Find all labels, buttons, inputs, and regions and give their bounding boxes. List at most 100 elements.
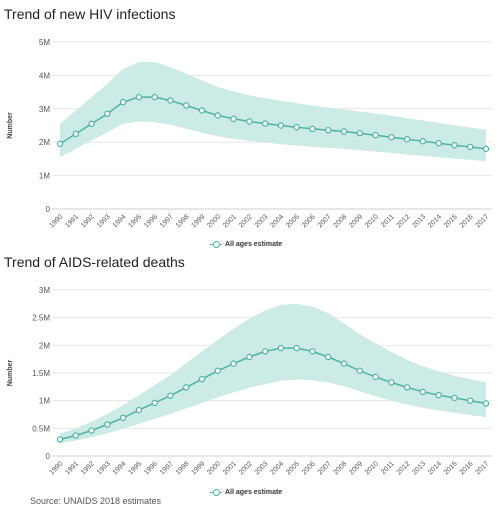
data-point bbox=[388, 379, 395, 386]
y-tick-label: 4M bbox=[39, 71, 50, 80]
x-tick-label: 2010 bbox=[364, 460, 380, 476]
data-point bbox=[104, 421, 111, 428]
data-point bbox=[56, 436, 64, 443]
data-point bbox=[151, 399, 158, 407]
data-point bbox=[293, 123, 300, 131]
data-point bbox=[451, 394, 458, 402]
x-tick-label: 2016 bbox=[459, 460, 475, 476]
data-point bbox=[135, 93, 143, 101]
x-tick-label: 2012 bbox=[396, 460, 412, 476]
data-point bbox=[167, 392, 174, 399]
data-point bbox=[403, 135, 411, 143]
data-point bbox=[340, 360, 348, 367]
x-tick-label: 1999 bbox=[190, 460, 206, 476]
x-tick-label: 2007 bbox=[317, 460, 333, 476]
data-point bbox=[198, 107, 206, 114]
x-tick-label: 2006 bbox=[301, 460, 317, 476]
x-tick-label: 1990 bbox=[48, 460, 64, 476]
y-axis-label: Number bbox=[7, 360, 14, 387]
y-tick-label: 2M bbox=[39, 138, 50, 147]
data-point bbox=[246, 353, 253, 361]
y-tick-label: 2.5M bbox=[32, 314, 50, 323]
data-point bbox=[183, 102, 190, 109]
data-point bbox=[277, 344, 285, 352]
x-tick-label: 2011 bbox=[380, 460, 396, 476]
data-point bbox=[356, 129, 363, 137]
y-tick-label: 1M bbox=[39, 397, 50, 406]
data-point bbox=[419, 137, 427, 145]
data-point bbox=[467, 143, 474, 151]
y-tick-label: 0 bbox=[46, 205, 51, 214]
series-line bbox=[59, 347, 487, 441]
x-tick-label: 1992 bbox=[80, 460, 96, 476]
x-tick-label: 2000 bbox=[206, 460, 222, 476]
legend-label: All ages estimate bbox=[225, 488, 283, 496]
data-point bbox=[183, 384, 190, 391]
x-tick-label: 2015 bbox=[443, 460, 459, 476]
data-point bbox=[356, 367, 363, 374]
data-point bbox=[214, 112, 221, 119]
data-point bbox=[167, 97, 174, 104]
x-tick-label: 2008 bbox=[332, 460, 348, 476]
x-tick-label: 1996 bbox=[143, 460, 159, 476]
data-point bbox=[72, 432, 79, 439]
x-tick-label: 2013 bbox=[411, 460, 427, 476]
data-point bbox=[325, 126, 332, 134]
data-point bbox=[419, 388, 427, 396]
data-point bbox=[482, 400, 490, 407]
data-point bbox=[340, 128, 348, 135]
x-tick-label: 2005 bbox=[285, 460, 301, 476]
data-point bbox=[261, 348, 269, 355]
source-note: Source: UNAIDS 2018 estimates bbox=[30, 496, 162, 506]
chart-title-new-infections: Trend of new HIV infections bbox=[4, 6, 176, 22]
data-point bbox=[293, 344, 300, 352]
data-point bbox=[435, 140, 442, 147]
x-tick-label: 1991 bbox=[64, 460, 80, 476]
data-point bbox=[151, 93, 158, 101]
y-tick-label: 3M bbox=[39, 105, 50, 114]
data-point bbox=[230, 115, 237, 123]
data-point bbox=[104, 110, 111, 118]
data-point bbox=[372, 373, 379, 381]
data-point bbox=[56, 140, 64, 148]
y-tick-label: 5M bbox=[39, 38, 50, 47]
x-tick-label: 2003 bbox=[254, 460, 270, 476]
legend-aids-deaths[interactable]: All ages estimate bbox=[210, 488, 282, 496]
data-point bbox=[261, 120, 269, 127]
data-point bbox=[467, 397, 474, 404]
data-point bbox=[119, 98, 127, 106]
legend-line-marker-icon bbox=[210, 488, 222, 496]
x-tick-label: 2001 bbox=[222, 460, 238, 476]
data-point bbox=[88, 427, 95, 434]
data-point bbox=[230, 360, 237, 367]
x-tick-label: 1997 bbox=[159, 460, 175, 476]
y-tick-label: 1M bbox=[39, 172, 50, 181]
legend-new-infections[interactable]: All ages estimate bbox=[210, 240, 282, 248]
x-tick-label: 2002 bbox=[238, 460, 254, 476]
x-tick-label: 2004 bbox=[269, 460, 285, 476]
data-point bbox=[325, 353, 332, 361]
y-tick-label: 2M bbox=[39, 341, 50, 350]
data-point bbox=[246, 118, 253, 125]
data-point bbox=[372, 131, 379, 139]
data-point bbox=[403, 384, 411, 391]
y-tick-label: 0.5M bbox=[32, 424, 50, 433]
data-point bbox=[72, 130, 79, 138]
x-tick-label: 2009 bbox=[348, 460, 364, 476]
data-point bbox=[482, 145, 490, 153]
data-point bbox=[198, 375, 206, 383]
data-point bbox=[214, 367, 221, 374]
data-point bbox=[119, 414, 127, 422]
x-tick-label: 1998 bbox=[175, 460, 191, 476]
x-tick-label: 2017 bbox=[474, 460, 490, 476]
x-tick-label: 1995 bbox=[127, 460, 143, 476]
uncertainty-band bbox=[60, 303, 486, 444]
x-tick-label: 2014 bbox=[427, 460, 443, 476]
data-point bbox=[309, 125, 316, 133]
y-tick-label: 1.5M bbox=[32, 369, 50, 378]
chart-title-aids-deaths: Trend of AIDS-related deaths bbox=[4, 254, 185, 270]
legend-label: All ages estimate bbox=[225, 240, 283, 248]
data-point bbox=[135, 406, 143, 414]
data-point bbox=[309, 348, 316, 355]
